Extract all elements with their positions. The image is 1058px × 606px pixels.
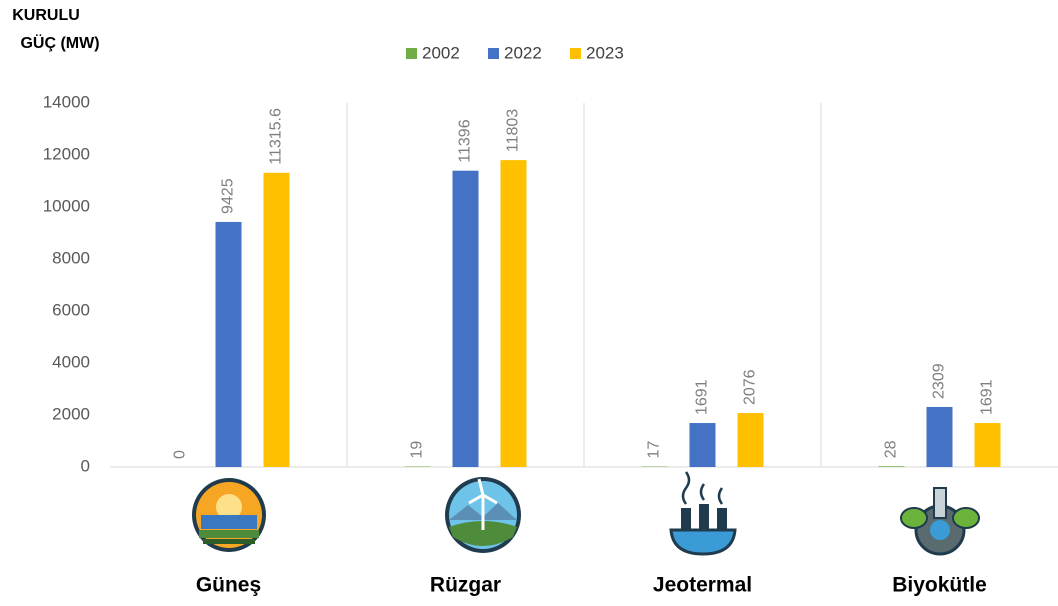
legend-label: 2022 — [504, 43, 542, 62]
bar — [737, 413, 764, 467]
bar — [500, 160, 527, 467]
value-label: 28 — [883, 440, 900, 458]
legend-label: 2023 — [586, 43, 624, 62]
value-label: 17 — [646, 441, 663, 459]
value-label: 1691 — [694, 379, 711, 415]
bar — [215, 221, 242, 467]
bar — [878, 466, 905, 467]
y-tick-label: 6000 — [52, 300, 90, 319]
value-label: 2076 — [742, 369, 759, 405]
legend-swatch — [488, 48, 499, 59]
legend-swatch — [406, 48, 417, 59]
bar — [452, 170, 479, 468]
x-tick-label: Güneş — [196, 574, 261, 597]
legend-label: 2002 — [422, 43, 460, 62]
value-label: 0 — [172, 450, 189, 459]
value-label: 9425 — [220, 178, 237, 214]
y-tick-label: 12000 — [43, 144, 90, 163]
value-label: 19 — [409, 441, 426, 459]
value-label: 11803 — [505, 109, 522, 152]
value-label: 2309 — [931, 363, 948, 399]
y-tick-label: 8000 — [52, 248, 90, 267]
y-tick-label: 2000 — [52, 404, 90, 423]
icon-sun — [192, 478, 266, 552]
bar — [974, 423, 1001, 467]
value-label: 1691 — [979, 379, 996, 415]
icon-biomass — [900, 487, 980, 556]
value-label: 11315.6 — [268, 108, 285, 165]
legend-swatch — [570, 48, 581, 59]
y-axis-label: KURULU — [12, 7, 80, 24]
icon-wind — [445, 477, 521, 553]
bar — [689, 423, 716, 467]
bar — [263, 172, 290, 467]
icon-geothermal — [669, 471, 737, 556]
y-tick-label: 10000 — [43, 196, 90, 215]
y-tick-label: 14000 — [43, 92, 90, 111]
y-tick-label: 4000 — [52, 352, 90, 371]
x-tick-label: Biyokütle — [892, 574, 987, 597]
bar — [926, 406, 953, 467]
y-tick-label: 0 — [81, 456, 90, 475]
x-tick-label: Jeotermal — [653, 574, 752, 597]
value-label: 11396 — [457, 119, 474, 162]
x-tick-label: Rüzgar — [430, 574, 501, 597]
y-axis-label: GÜÇ (MW) — [20, 33, 99, 52]
